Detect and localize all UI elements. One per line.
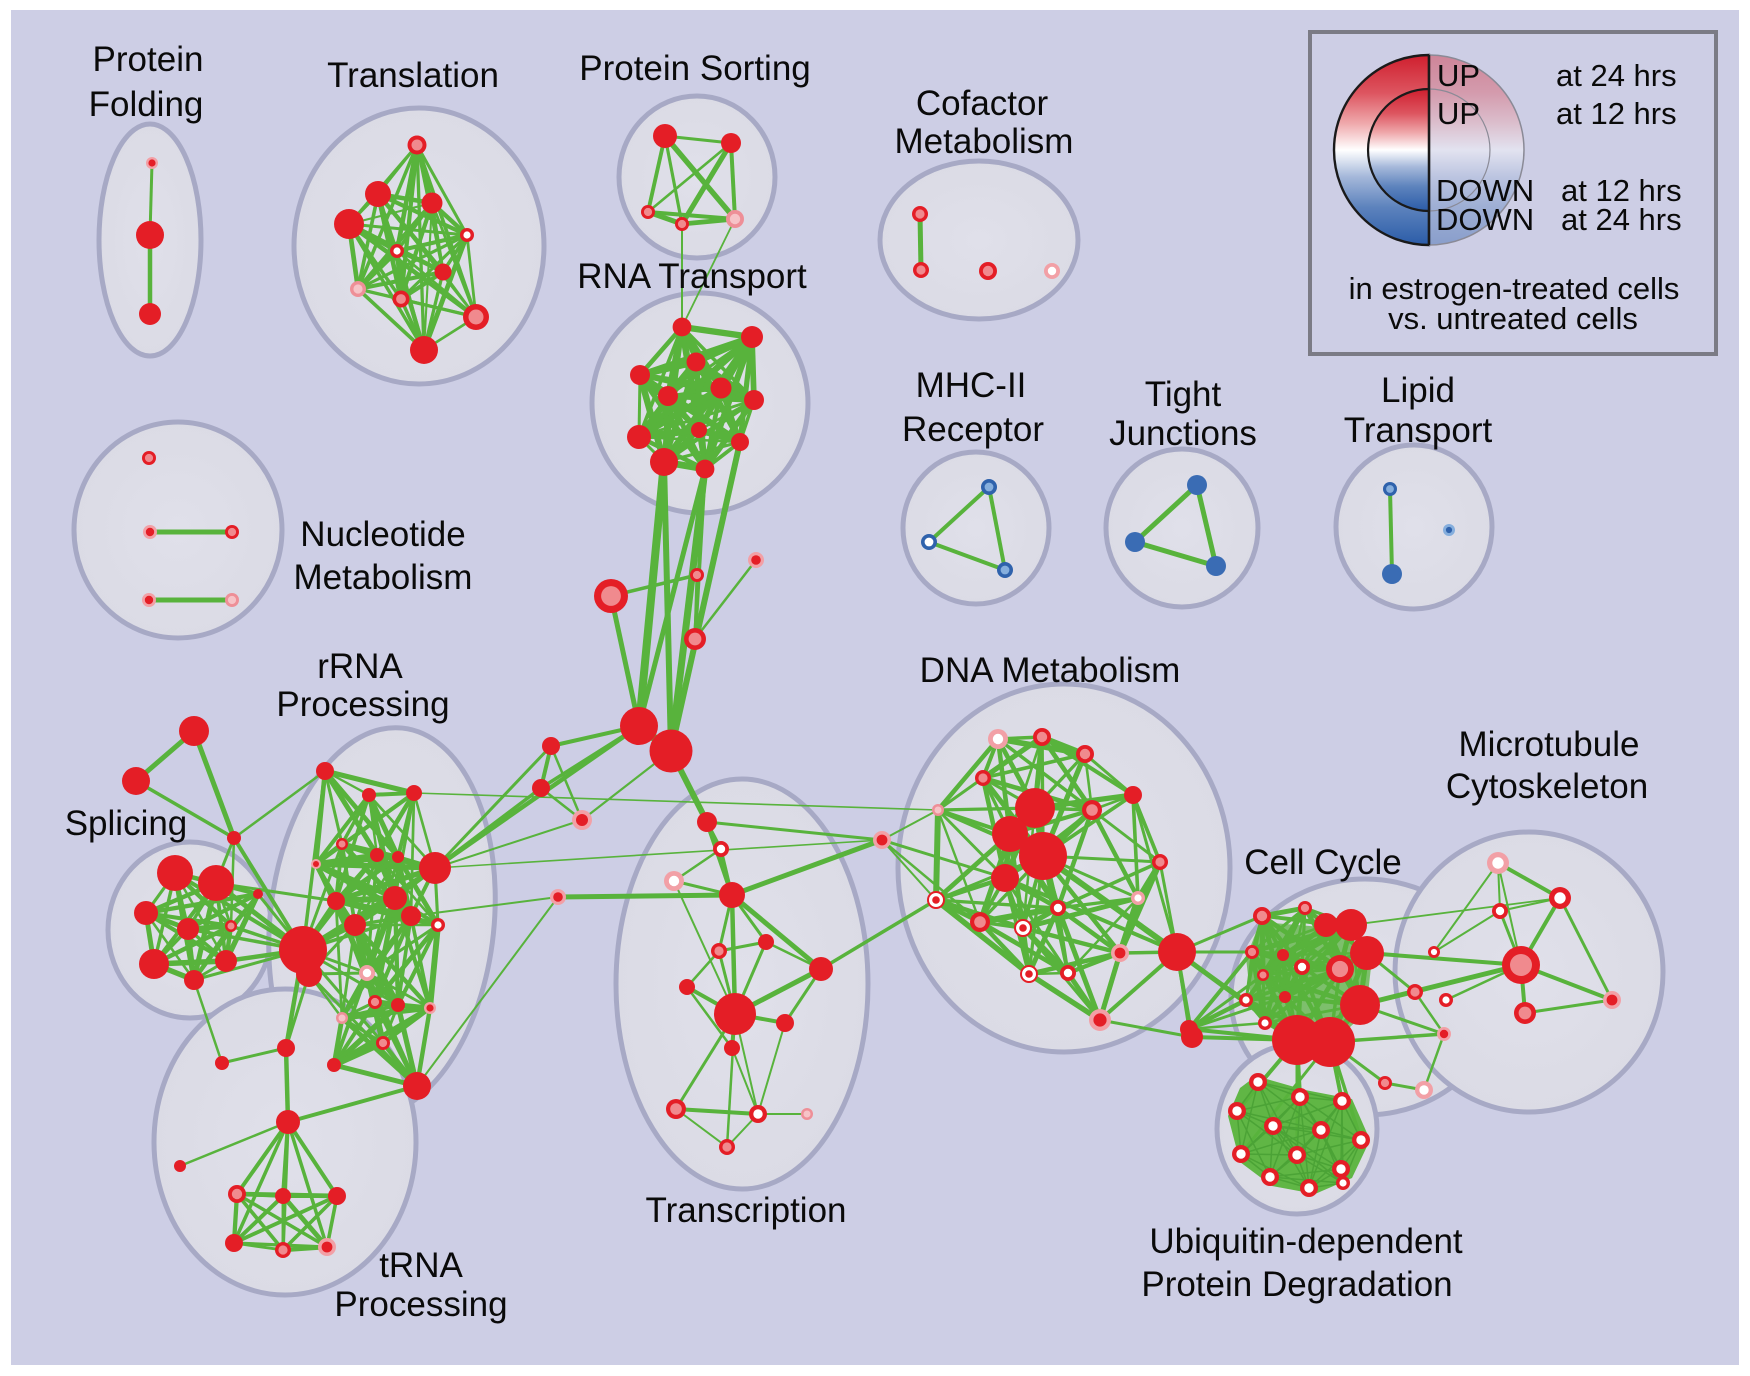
svg-text:at 24 hrs: at 24 hrs [1561, 202, 1682, 237]
svg-text:Cell Cycle: Cell Cycle [1244, 843, 1402, 882]
svg-text:UP: UP [1437, 58, 1480, 93]
svg-text:DOWN: DOWN [1436, 173, 1534, 208]
svg-text:Folding: Folding [89, 85, 204, 124]
svg-text:Metabolism: Metabolism [895, 122, 1074, 161]
svg-text:Nucleotide: Nucleotide [300, 515, 465, 554]
svg-text:at 12 hrs: at 12 hrs [1556, 96, 1677, 131]
svg-text:Ubiquitin-dependent: Ubiquitin-dependent [1149, 1222, 1463, 1261]
svg-text:Metabolism: Metabolism [294, 558, 473, 597]
svg-text:Translation: Translation [327, 56, 499, 95]
svg-text:Cofactor: Cofactor [916, 84, 1049, 123]
svg-text:Processing: Processing [334, 1285, 507, 1324]
svg-text:vs. untreated cells: vs. untreated cells [1388, 301, 1638, 336]
svg-text:UP: UP [1437, 96, 1480, 131]
svg-text:Transcription: Transcription [646, 1191, 847, 1230]
svg-text:Tight: Tight [1145, 375, 1222, 414]
svg-text:Transport: Transport [1344, 411, 1493, 450]
svg-text:at 12 hrs: at 12 hrs [1561, 173, 1682, 208]
svg-text:Microtubule: Microtubule [1459, 725, 1640, 764]
svg-text:Cytoskeleton: Cytoskeleton [1446, 767, 1648, 806]
svg-text:Receptor: Receptor [902, 410, 1044, 449]
svg-text:Junctions: Junctions [1109, 414, 1257, 453]
svg-text:Protein: Protein [93, 40, 204, 79]
svg-text:MHC-II: MHC-II [916, 366, 1027, 405]
svg-text:rRNA: rRNA [317, 647, 403, 686]
svg-text:tRNA: tRNA [379, 1246, 463, 1285]
svg-text:Protein Degradation: Protein Degradation [1141, 1265, 1452, 1304]
svg-text:Protein Sorting: Protein Sorting [579, 49, 811, 88]
svg-text:Processing: Processing [276, 685, 449, 724]
svg-text:DNA Metabolism: DNA Metabolism [920, 651, 1181, 690]
svg-text:at 24 hrs: at 24 hrs [1556, 58, 1677, 93]
svg-text:Lipid: Lipid [1381, 371, 1455, 410]
svg-text:in estrogen-treated cells: in estrogen-treated cells [1349, 271, 1680, 306]
svg-text:RNA Transport: RNA Transport [577, 257, 807, 296]
svg-text:DOWN: DOWN [1436, 202, 1534, 237]
svg-text:Splicing: Splicing [65, 804, 188, 843]
